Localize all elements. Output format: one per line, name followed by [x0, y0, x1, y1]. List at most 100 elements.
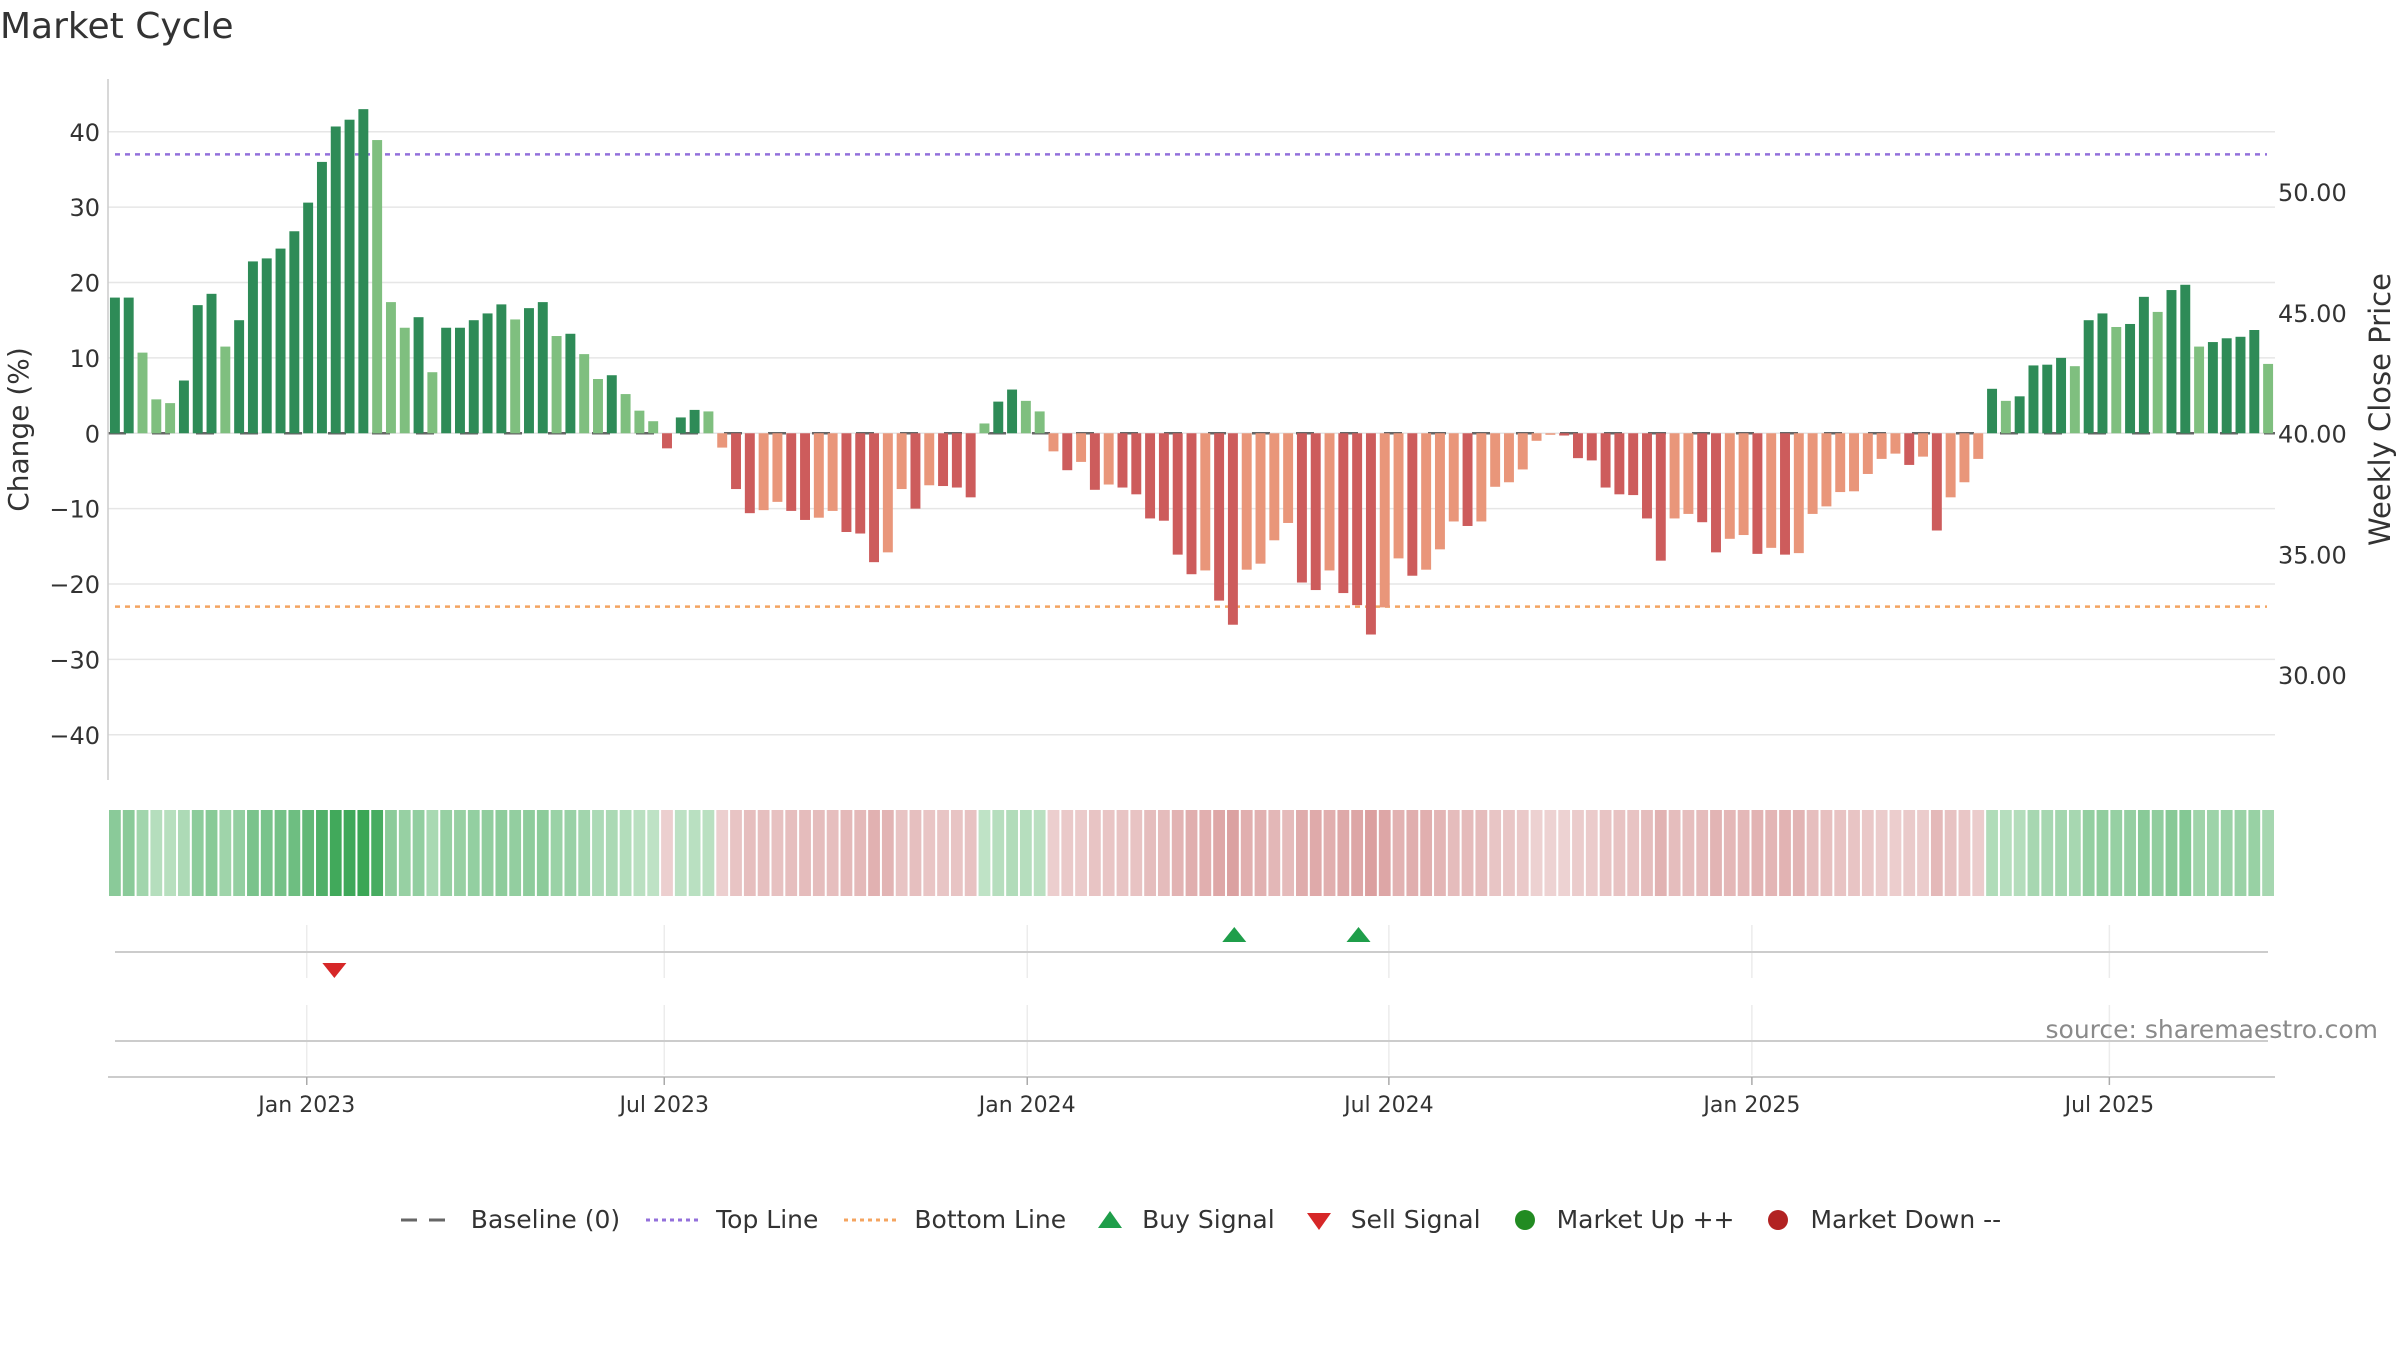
- heat-cell: [1171, 810, 1184, 896]
- y2-tick-label: 50.00: [2278, 179, 2347, 207]
- heat-cell: [2165, 810, 2178, 896]
- change-bar: [896, 433, 907, 490]
- change-bar: [1007, 389, 1018, 434]
- change-bar: [1973, 433, 1984, 459]
- change-bar: [455, 327, 465, 434]
- change-bar: [1642, 433, 1652, 519]
- heat-cell: [785, 810, 798, 896]
- heat-cell: [1227, 810, 1239, 896]
- heat-cell: [1033, 810, 1046, 896]
- top-line-swatch-icon: [646, 1218, 703, 1221]
- legend-buy-signal-label: Buy Signal: [1142, 1205, 1275, 1234]
- y-tick-label: 10: [69, 345, 100, 373]
- heat-cell: [1834, 810, 1847, 896]
- heat-cell: [2096, 810, 2109, 896]
- change-bar: [2207, 342, 2218, 434]
- legend-bottom-line-label: Bottom Line: [914, 1205, 1067, 1234]
- heat-cell: [2262, 810, 2274, 896]
- heat-cell: [2206, 810, 2219, 896]
- heat-cell: [1309, 810, 1322, 896]
- heat-cell: [260, 810, 273, 896]
- change-bar: [1407, 433, 1418, 576]
- change-bar: [220, 346, 231, 434]
- legend-market-up-label: Market Up ++: [1556, 1205, 1735, 1234]
- heat-cell: [950, 810, 963, 896]
- heat-cell: [2055, 810, 2067, 896]
- heat-cell: [1530, 810, 1543, 896]
- change-bar: [537, 302, 548, 434]
- change-bar: [1283, 433, 1294, 523]
- heat-cell: [1185, 810, 1198, 896]
- heat-cell: [854, 810, 867, 896]
- heat-cell: [1710, 810, 1722, 896]
- heat-cell: [2220, 810, 2233, 896]
- heat-cell: [2027, 810, 2040, 896]
- change-bar: [524, 308, 534, 434]
- heat-strip: [109, 810, 2274, 896]
- heat-cell: [1420, 810, 1433, 896]
- change-bar: [2152, 311, 2163, 434]
- change-bar: [1959, 433, 1970, 483]
- change-bar: [1200, 433, 1211, 571]
- change-bar: [965, 433, 976, 498]
- heat-cell: [1434, 810, 1446, 896]
- heat-cell: [1944, 810, 1957, 896]
- change-bar: [993, 401, 1004, 434]
- change-bar: [358, 109, 369, 434]
- legend-baseline-label: Baseline (0): [470, 1205, 621, 1234]
- heat-cell: [398, 810, 411, 896]
- heat-cell: [1544, 810, 1557, 896]
- heat-cell: [191, 810, 204, 896]
- chart-title: Market Cycle: [0, 6, 234, 47]
- heat-cell: [1792, 810, 1805, 896]
- legend-baseline: Baseline (0): [399, 1205, 620, 1234]
- heat-cell: [1102, 810, 1115, 896]
- heat-cell: [1213, 810, 1225, 896]
- change-bar: [744, 433, 755, 514]
- heat-cell: [592, 810, 604, 896]
- change-bar: [1559, 433, 1570, 436]
- heat-cell: [288, 810, 301, 896]
- legend-top-line-label: Top Line: [716, 1205, 819, 1234]
- heat-cell: [1323, 810, 1336, 896]
- change-bar: [1462, 433, 1473, 526]
- heat-cell: [302, 810, 315, 896]
- heat-cell: [1144, 810, 1156, 896]
- legend-bottom-line: Bottom Line: [842, 1205, 1066, 1234]
- change-bar: [1089, 433, 1100, 490]
- heat-cell: [1296, 810, 1308, 896]
- heat-cell: [771, 810, 784, 896]
- heat-cell: [329, 810, 342, 896]
- change-bar: [178, 380, 189, 434]
- change-bar: [2069, 366, 2080, 434]
- heat-cell: [799, 810, 811, 896]
- change-bar: [979, 423, 990, 434]
- change-bar: [1324, 433, 1335, 571]
- heat-cell: [2082, 810, 2095, 896]
- change-bar: [827, 433, 838, 511]
- y2-tick-label: 30.00: [2278, 662, 2347, 690]
- change-bar: [951, 433, 962, 488]
- heat-cell: [2110, 810, 2123, 896]
- change-bar: [2166, 290, 2177, 434]
- change-bar: [247, 261, 258, 434]
- heat-cell: [1516, 810, 1529, 896]
- x-tick-label: Jul 2025: [2063, 1093, 2155, 1118]
- change-bar: [813, 433, 824, 518]
- x-axis: Jan 2023 Jul 2023 Jan 2024 Jul 2024 Jan 2025…: [108, 1076, 2275, 1118]
- heat-cell: [2193, 810, 2205, 896]
- change-bar: [1807, 433, 1818, 514]
- change-bar: [786, 433, 797, 511]
- circle-green-icon: [1514, 1209, 1535, 1230]
- heat-cell: [1378, 810, 1391, 896]
- heat-cell: [550, 810, 563, 896]
- change-bar: [1131, 433, 1142, 495]
- change-bar: [2249, 330, 2260, 434]
- heat-cell: [1654, 810, 1667, 896]
- change-bar: [2263, 363, 2274, 434]
- y2-tick-label: 45.00: [2278, 300, 2347, 328]
- heat-cell: [1116, 810, 1129, 896]
- heat-cell: [454, 810, 466, 896]
- change-bar: [1020, 400, 1031, 434]
- change-bar: [1821, 433, 1832, 507]
